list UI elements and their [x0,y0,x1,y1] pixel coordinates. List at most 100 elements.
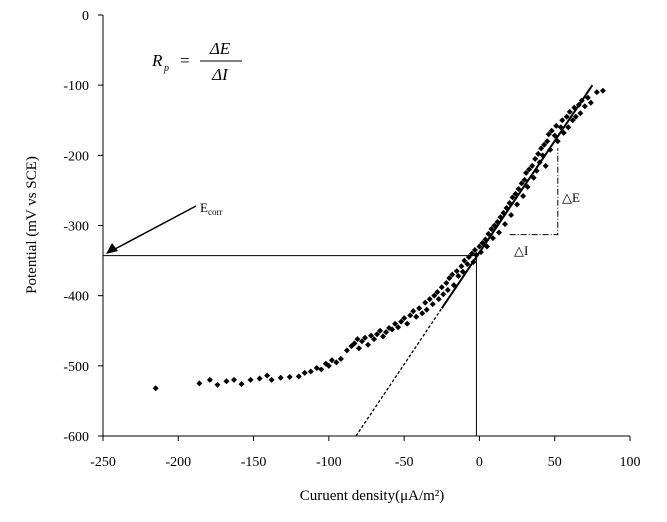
point [325,362,332,369]
y-tick-label: -100 [63,79,89,94]
point [465,254,472,261]
point [395,324,402,331]
point [333,359,340,366]
point [358,338,365,345]
point [277,374,284,381]
x-axis-title: Curuent density(μA/m²) [300,488,445,504]
point [566,108,573,115]
y-tick-label: 0 [82,9,89,24]
point [557,124,564,131]
point [264,372,271,379]
point [496,229,503,236]
ecorr-sub: corr [208,207,223,217]
point [446,275,453,282]
point [435,296,442,303]
x-tick-label: 50 [548,455,562,470]
point [398,318,405,325]
point [343,347,350,354]
point [593,89,600,96]
point [587,99,594,106]
point [361,334,368,341]
point [544,138,551,145]
y-tick-label: -500 [63,360,89,375]
point [459,268,466,275]
point [538,145,545,152]
point [422,299,429,306]
point [401,315,408,322]
point [560,129,567,136]
point [599,87,606,94]
point [575,101,582,108]
point [559,117,566,124]
point [354,336,361,343]
point [535,150,542,157]
point [380,333,387,340]
point [520,193,527,200]
point [569,117,576,124]
point [473,251,480,258]
point [318,366,325,373]
point [479,240,486,247]
point [491,222,498,229]
ecorr-e: E [200,200,208,215]
point [533,167,540,174]
point [489,235,496,242]
x-tick-label: 100 [620,455,641,470]
point [371,336,378,343]
point [413,313,420,320]
point [554,138,561,145]
point [471,247,478,254]
point [450,282,457,289]
point [230,376,237,383]
point [524,183,531,190]
fit-extension [355,307,443,437]
formula-sub: p [163,63,169,74]
point [443,280,450,287]
point [497,214,504,221]
x-tick-label: -200 [165,455,191,470]
point [482,236,489,243]
point [514,201,521,208]
point [563,113,570,120]
point [383,329,390,336]
arrow-head [106,243,118,254]
ecorr-arrow [114,205,197,250]
point [301,369,308,376]
point [530,174,537,181]
formula: R p = ΔE ΔI [151,39,242,84]
y-tick-label: -600 [63,430,89,445]
point [548,127,555,134]
point [536,159,543,166]
point [365,341,372,348]
point [572,113,579,120]
point [410,308,417,315]
point [440,291,447,298]
point [423,306,430,313]
point [286,374,293,381]
point [464,261,471,268]
point [206,376,213,383]
y-tick-label: -400 [63,290,89,305]
point [508,211,515,218]
point [529,162,536,169]
point [449,271,456,278]
delta-e-label: △E [562,190,580,205]
point [152,385,159,392]
point [545,131,552,138]
point [196,380,203,387]
y-axis-title: Potential (mV vs SCE) [24,156,40,294]
point [368,332,375,339]
point [455,273,462,280]
point [434,289,441,296]
x-tick-label: -50 [395,455,414,470]
point [488,226,495,233]
formula-lhs: R [151,51,163,70]
delta-triangle [509,148,559,236]
point [468,250,475,257]
point [407,312,414,319]
point [477,249,484,256]
point [355,345,362,352]
point [539,152,546,159]
point [247,376,254,383]
